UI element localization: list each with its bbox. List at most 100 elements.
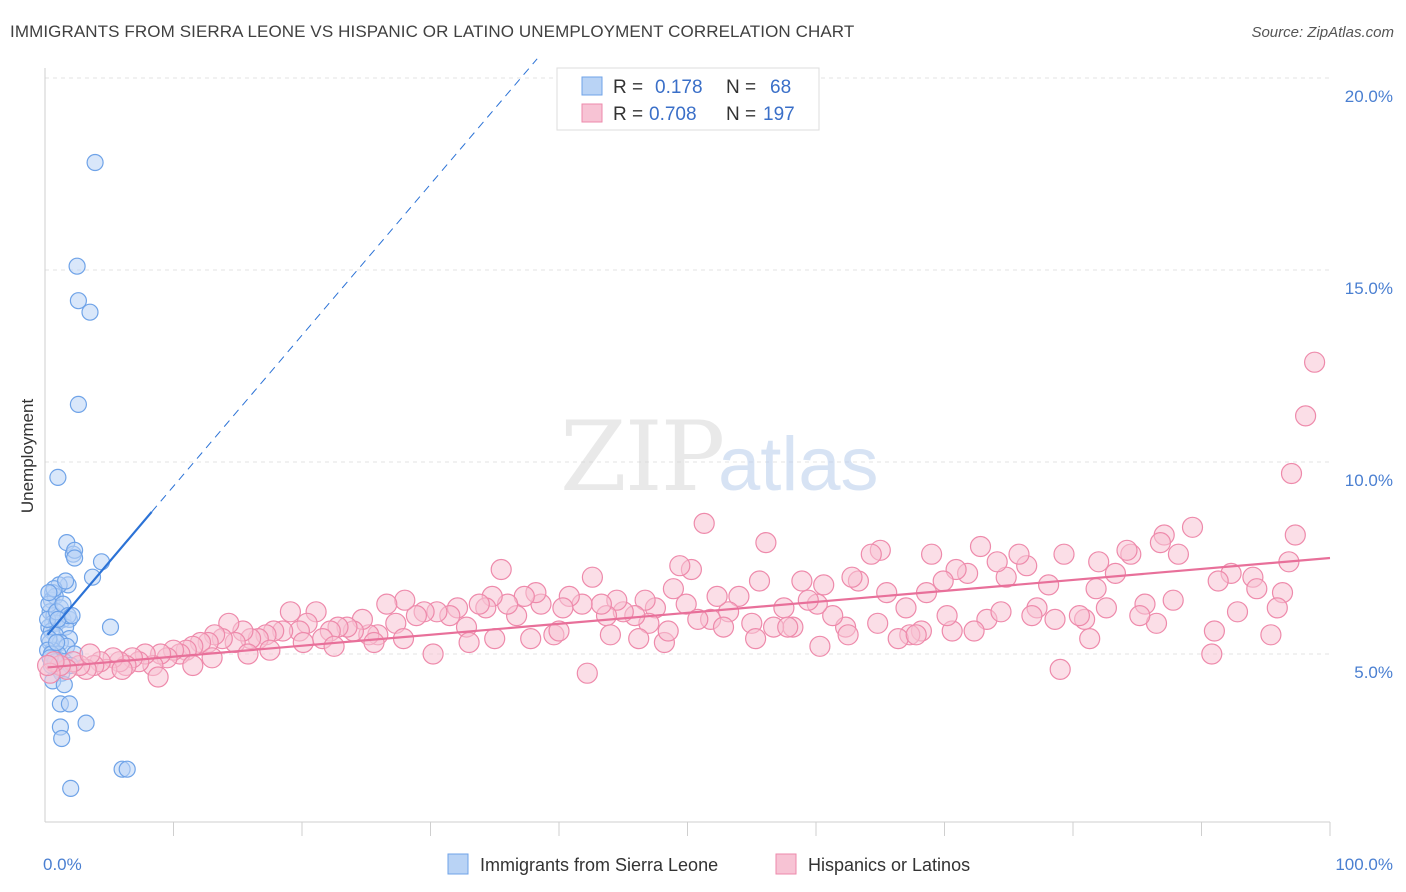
point-sierra-leone-63	[63, 606, 81, 625]
point-sierra-leone-51	[62, 779, 80, 798]
legend-n-value-blue: 68	[770, 77, 791, 98]
point-hispanic-185	[990, 601, 1012, 623]
point-hispanic-53	[841, 566, 863, 588]
point-hispanic-55	[822, 604, 844, 627]
watermark-atlas: atlas	[718, 422, 879, 507]
point-hispanic-155	[36, 654, 59, 677]
point-hispanic-64	[748, 570, 771, 592]
trend-line-sierra-leone	[46, 511, 153, 636]
point-hispanic-180	[837, 624, 859, 646]
point-hispanic-48	[887, 627, 909, 650]
point-hispanic-26	[1079, 627, 1101, 650]
y-tick-label-3: 20.0%	[1345, 87, 1393, 106]
bottom-legend-label-pink: Hispanics or Latinos	[808, 855, 970, 875]
point-hispanic-42	[932, 570, 954, 592]
point-sierra-leone-4	[69, 395, 88, 413]
point-hispanic-189	[1095, 597, 1118, 619]
point-hispanic-43	[920, 543, 943, 565]
point-hispanic-34	[1008, 543, 1030, 565]
point-hispanic-72	[675, 593, 697, 615]
point-sierra-leone-50	[118, 760, 136, 778]
point-hispanic-7	[1260, 624, 1282, 646]
point-hispanic-68	[706, 585, 728, 608]
point-hispanic-74	[662, 578, 685, 600]
point-hispanic-188	[1068, 604, 1091, 627]
point-hispanic-156	[79, 643, 101, 665]
point-sierra-leone-65	[40, 583, 58, 602]
point-hispanic-58	[797, 589, 819, 611]
point-sierra-leone-48	[53, 729, 71, 748]
point-hispanic-105	[394, 589, 416, 611]
trend-line-sierra-leone-extension	[151, 58, 538, 513]
top-legend: R = 0.178 N = 68 R = 0.708 N = 197	[556, 67, 820, 131]
chart-title: IMMIGRANTS FROM SIERRA LEONE VS HISPANIC…	[10, 22, 855, 41]
point-hispanic-177	[744, 627, 767, 650]
point-hispanic-104	[405, 604, 427, 627]
y-tick-label-2: 15.0%	[1345, 279, 1393, 298]
point-sierra-leone-10	[92, 553, 111, 571]
trend-lines	[46, 58, 1331, 669]
point-hispanic-0	[1303, 351, 1326, 373]
point-hispanic-172	[599, 624, 622, 646]
point-hispanic-13	[1203, 620, 1226, 642]
y-tick-label-0: 5.0%	[1354, 663, 1393, 682]
point-hispanic-15	[1181, 516, 1204, 538]
point-hispanic-171	[548, 620, 570, 642]
point-hispanic-51	[860, 543, 882, 565]
legend-n-label-blue: N =	[726, 77, 756, 98]
point-sierra-leone-46	[77, 714, 95, 732]
point-hispanic-3	[1284, 524, 1306, 546]
point-hispanic-98	[468, 593, 490, 615]
series-immigrants-sierra-leone	[38, 153, 136, 798]
point-hispanic-29	[1049, 658, 1071, 681]
point-hispanic-63	[755, 531, 777, 554]
point-hispanic-187	[1044, 608, 1066, 631]
point-sierra-leone-66	[56, 572, 75, 590]
axes	[44, 68, 1331, 836]
point-hispanic-178	[777, 616, 799, 638]
point-hispanic-85	[576, 662, 598, 684]
point-hispanic-163	[292, 631, 314, 654]
bottom-legend-swatch-pink	[775, 853, 797, 875]
point-hispanic-12	[1207, 570, 1229, 592]
point-hispanic-95	[490, 558, 512, 581]
legend-r-label-blue: R =	[613, 77, 643, 98]
point-hispanic-17	[1162, 589, 1184, 611]
point-hispanic-19	[1149, 531, 1172, 554]
point-hispanic-38	[969, 535, 992, 558]
point-hispanic-179	[809, 635, 831, 657]
point-hispanic-158	[147, 666, 169, 688]
point-hispanic-27	[1085, 578, 1107, 600]
trend-line-hispanic	[47, 556, 1331, 669]
x-tick-labels: 0.0% 100.0%	[43, 855, 1393, 874]
point-hispanic-174	[657, 620, 679, 642]
point-hispanic-70	[693, 512, 715, 535]
bottom-legend-swatch-blue	[447, 853, 469, 875]
legend-swatch-pink	[581, 103, 603, 123]
point-hispanic-168	[458, 631, 480, 654]
point-hispanic-184	[963, 620, 985, 642]
legend-n-label-pink: N =	[726, 104, 756, 125]
point-hispanic-169	[484, 627, 506, 650]
x-tick-label-1: 100.0%	[1335, 855, 1393, 874]
point-hispanic-31	[1037, 574, 1060, 596]
point-hispanic-25	[1088, 551, 1110, 573]
point-sierra-leone-3	[81, 303, 99, 321]
point-hispanic-14	[1201, 643, 1223, 665]
point-sierra-leone-11	[83, 568, 102, 586]
point-hispanic-183	[936, 604, 958, 627]
point-hispanic-2	[1280, 462, 1303, 485]
point-hispanic-161	[237, 643, 259, 665]
point-hispanic-119	[279, 601, 301, 623]
point-hispanic-175	[687, 608, 709, 631]
point-hispanic-84	[581, 566, 604, 588]
point-hispanic-16	[1167, 543, 1190, 565]
watermark-zip: ZIP	[560, 401, 723, 513]
legend-r-value-pink: 0.708	[649, 104, 697, 125]
watermark: ZIP atlas	[560, 401, 879, 513]
point-sierra-leone-0	[86, 153, 104, 172]
point-sierra-leone-26	[101, 618, 120, 636]
point-sierra-leone-1	[68, 257, 86, 275]
y-tick-label-1: 10.0%	[1345, 471, 1393, 490]
point-hispanic-23	[1116, 539, 1138, 561]
